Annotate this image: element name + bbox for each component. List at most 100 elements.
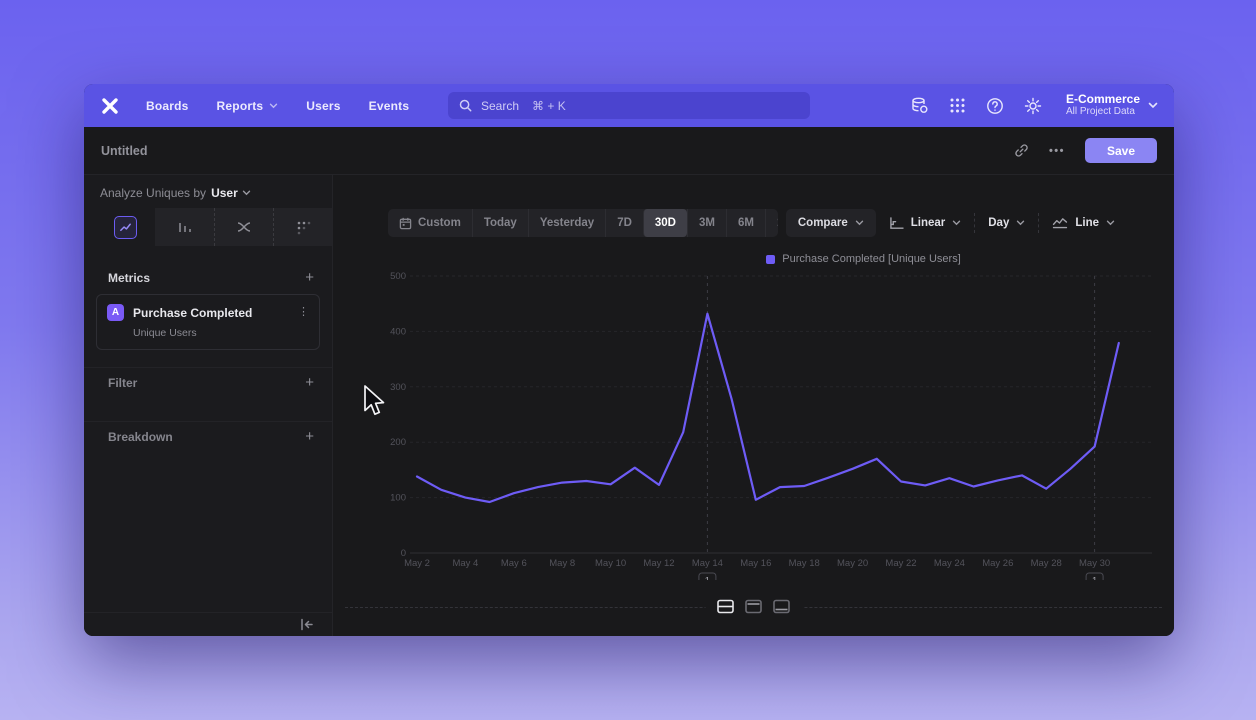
settings-gear-icon[interactable] (1024, 96, 1043, 115)
layout-chart-only-button[interactable] (742, 596, 765, 617)
range-button-3m[interactable]: 3M (687, 209, 726, 237)
interval-dropdown[interactable]: Day (975, 217, 1038, 229)
x-tick-label: May 30 (1079, 558, 1110, 569)
query-sidebar: Analyze Uniques by User (84, 175, 333, 636)
calendar-icon (399, 217, 412, 230)
flows-icon (236, 219, 252, 235)
report-title[interactable]: Untitled (101, 143, 148, 158)
search-input[interactable]: Search ⌘ + K (448, 92, 810, 119)
more-options-button[interactable]: ••• (1048, 144, 1065, 157)
divider (84, 367, 332, 368)
share-link-icon[interactable] (1014, 143, 1029, 158)
chevron-down-icon (855, 220, 864, 226)
chart-legend[interactable]: Purchase Completed [Unique Users] (443, 253, 1174, 265)
data-management-icon[interactable] (910, 96, 929, 115)
x-tick-label: May 20 (837, 558, 868, 569)
x-tick-label: May 14 (692, 558, 723, 569)
tab-insights[interactable] (96, 208, 155, 246)
annotation-badge-label: 1 (705, 576, 710, 581)
x-tick-label: May 16 (740, 558, 771, 569)
collapse-sidebar-icon[interactable] (300, 618, 314, 631)
y-tick-label: 300 (390, 382, 406, 393)
filter-title: Filter (108, 375, 138, 390)
breakdown-title: Breakdown (108, 429, 173, 444)
layout-toggles (705, 596, 802, 617)
project-switcher[interactable]: E-Commerce All Project Data (1066, 93, 1158, 118)
add-breakdown-button[interactable]: + (305, 428, 314, 445)
divider (84, 421, 332, 422)
scale-dropdown[interactable]: Linear (876, 216, 975, 230)
nav-right: E-Commerce All Project Data (910, 93, 1158, 118)
x-tick-label: May 28 (1031, 558, 1062, 569)
range-button-7d[interactable]: 7D (605, 209, 643, 237)
chart-panel: CustomTodayYesterday7D30D3M6M12M Compare (333, 175, 1174, 636)
nav-item-events[interactable]: Events (368, 98, 410, 113)
body: Analyze Uniques by User (84, 175, 1174, 636)
apps-grid-icon[interactable] (948, 96, 967, 115)
range-button-12m[interactable]: 12M (764, 209, 778, 237)
nav-item-reports[interactable]: Reports (217, 99, 279, 113)
chevron-down-icon (1016, 220, 1025, 226)
y-tick-label: 400 (390, 326, 406, 337)
tab-retention[interactable] (273, 208, 332, 246)
x-tick-label: May 24 (934, 558, 965, 569)
series-line[interactable] (415, 312, 1120, 504)
nav-item-users[interactable]: Users (306, 98, 341, 113)
divider (974, 213, 976, 233)
metric-options-button[interactable]: ⋮ (298, 306, 309, 319)
analyze-row: Analyze Uniques by User (100, 186, 251, 200)
project-name: E-Commerce (1065, 92, 1140, 106)
layout-table-only-button[interactable] (770, 596, 793, 617)
x-tick-label: May 8 (549, 558, 575, 569)
x-tick-label: May 10 (595, 558, 626, 569)
add-metric-button[interactable]: + (305, 269, 314, 286)
sidebar-footer (84, 612, 332, 636)
divider (1038, 213, 1040, 233)
analyze-value-dropdown[interactable]: User (211, 186, 251, 200)
report-type-tabs (96, 208, 332, 246)
retention-dots-icon (296, 220, 311, 235)
compare-dropdown[interactable]: Compare (785, 209, 876, 237)
funnels-bars-icon (177, 219, 193, 235)
range-button-30d[interactable]: 30D (642, 209, 687, 237)
chart-type-dropdown[interactable]: Line (1039, 217, 1128, 229)
range-button-6m[interactable]: 6M (725, 209, 765, 237)
range-button-today[interactable]: Today (471, 209, 528, 237)
metrics-section-header: Metrics + (108, 270, 314, 285)
legend-label: Purchase Completed [Unique Users] (782, 253, 961, 265)
nav-item-boards[interactable]: Boards (146, 98, 189, 113)
mixpanel-logo-icon[interactable] (100, 96, 120, 116)
search-placeholder: Search (481, 98, 520, 113)
breakdown-section-header: Breakdown + (108, 429, 314, 444)
search-shortcut: ⌘ + K (532, 98, 566, 113)
x-tick-label: May 2 (404, 558, 430, 569)
linear-axis-icon (889, 216, 904, 230)
annotation-badge[interactable] (698, 572, 717, 580)
date-range-group: CustomTodayYesterday7D30D3M6M12M (388, 209, 778, 237)
add-filter-button[interactable]: + (305, 374, 314, 391)
report-header: Untitled ••• Save (84, 127, 1174, 175)
metric-badge: A (107, 304, 124, 321)
annotation-badge[interactable] (1085, 572, 1104, 580)
metrics-title: Metrics (108, 270, 151, 285)
layout-split-view-button[interactable] (714, 596, 737, 617)
range-button-yesterday[interactable]: Yesterday (527, 209, 605, 237)
chart-controls: CustomTodayYesterday7D30D3M6M12M Compare (388, 209, 1128, 237)
analyze-label: Analyze Uniques by (100, 186, 207, 200)
annotation-badge-label: 1 (1092, 576, 1097, 581)
help-icon[interactable] (986, 96, 1005, 115)
metric-measure[interactable]: Unique Users (133, 327, 197, 339)
chevron-down-icon (952, 220, 961, 226)
chart-area: 0 100 200 300 400 500 May 2 May 4 May 6 May 8 May … (334, 270, 1174, 580)
line-chart-icon (1052, 217, 1068, 229)
chevron-down-icon (269, 103, 278, 109)
x-tick-label: May 6 (501, 558, 527, 569)
range-button-custom[interactable]: Custom (388, 209, 472, 237)
tab-funnels[interactable] (155, 208, 214, 246)
metric-card[interactable]: A Purchase Completed ⋮ Unique Users (96, 294, 320, 350)
insights-line-chart-icon (114, 215, 137, 239)
project-scope: All Project Data (1065, 106, 1135, 117)
save-button[interactable]: Save (1085, 138, 1157, 163)
tab-flows[interactable] (214, 208, 273, 246)
